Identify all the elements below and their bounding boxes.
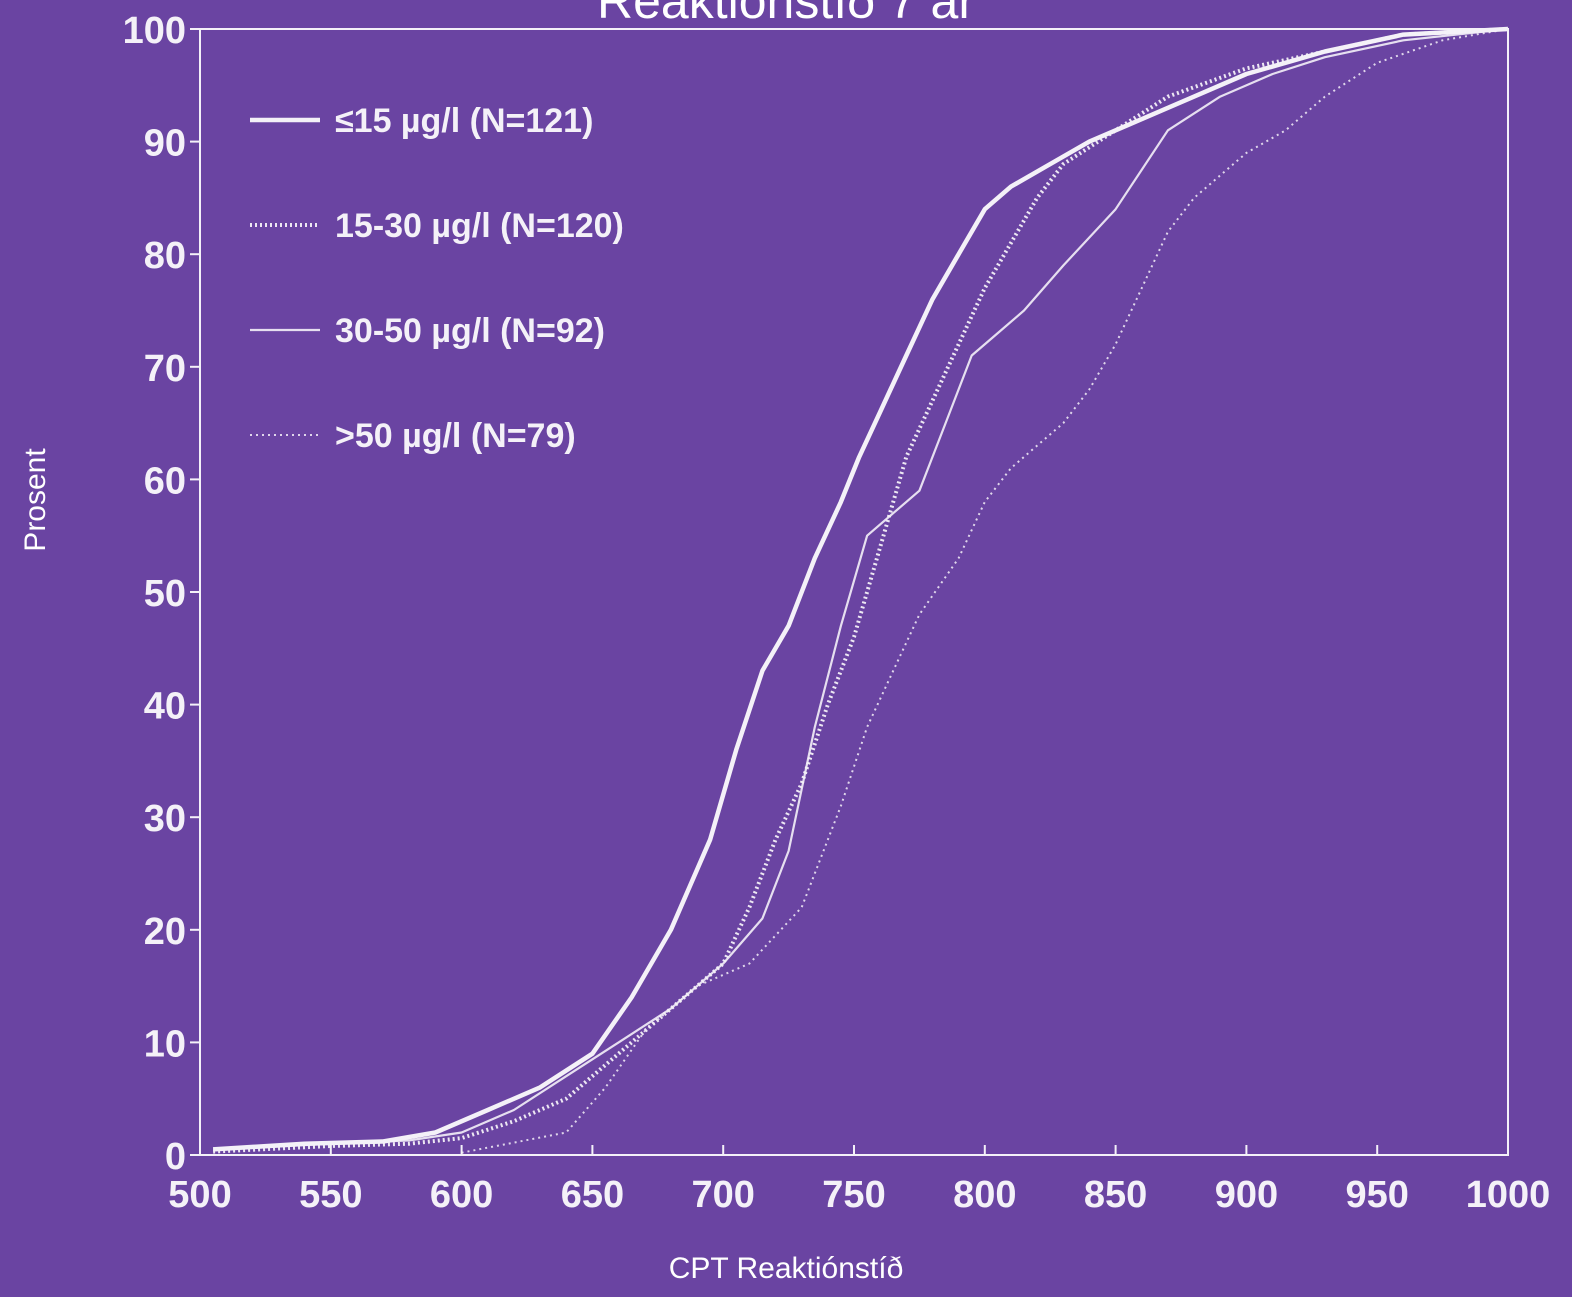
y-tick-label: 70 bbox=[144, 348, 186, 390]
legend-label-2: 15-30 µg/l (N=120) bbox=[335, 207, 624, 245]
x-tick-label: 750 bbox=[822, 1174, 885, 1216]
y-tick-label: 50 bbox=[144, 573, 186, 615]
y-tick-label: 30 bbox=[144, 798, 186, 840]
y-tick-label: 100 bbox=[123, 10, 186, 52]
x-tick-label: 550 bbox=[299, 1174, 362, 1216]
y-tick-label: 60 bbox=[144, 460, 186, 502]
series-line-3 bbox=[226, 27, 1509, 1151]
x-tick-label: 950 bbox=[1345, 1174, 1408, 1216]
chart-title: Reaktiónstíð 7 ár bbox=[597, 0, 975, 29]
series-line-1 bbox=[212, 26, 1509, 1152]
legend-label-1: ≤15 µg/l (N=121) bbox=[335, 102, 593, 140]
x-tick-label: 500 bbox=[168, 1174, 231, 1216]
plot-frame bbox=[199, 28, 1509, 1156]
x-tick-label: 600 bbox=[430, 1174, 493, 1216]
x-tick-label: 900 bbox=[1215, 1174, 1278, 1216]
y-tick-label: 80 bbox=[144, 235, 186, 277]
x-tick-label: 700 bbox=[691, 1174, 754, 1216]
x-axis-label: CPT Reaktiónstíð bbox=[668, 1252, 904, 1285]
series-line-2 bbox=[213, 27, 1509, 1154]
y-tick-label: 40 bbox=[144, 686, 186, 728]
x-tick-label: 800 bbox=[953, 1174, 1016, 1216]
y-tick-label: 10 bbox=[144, 1023, 186, 1065]
y-tick-label: 0 bbox=[165, 1136, 186, 1178]
series-line-4 bbox=[461, 28, 1509, 1154]
x-tick-label: 1000 bbox=[1466, 1174, 1551, 1216]
legend-label-4: >50 µg/l (N=79) bbox=[335, 417, 576, 455]
legend-label-3: 30-50 µg/l (N=92) bbox=[335, 312, 605, 350]
x-tick-label: 650 bbox=[561, 1174, 624, 1216]
y-tick-label: 20 bbox=[144, 911, 186, 953]
y-tick-label: 90 bbox=[144, 123, 186, 165]
x-tick-label: 850 bbox=[1084, 1174, 1147, 1216]
